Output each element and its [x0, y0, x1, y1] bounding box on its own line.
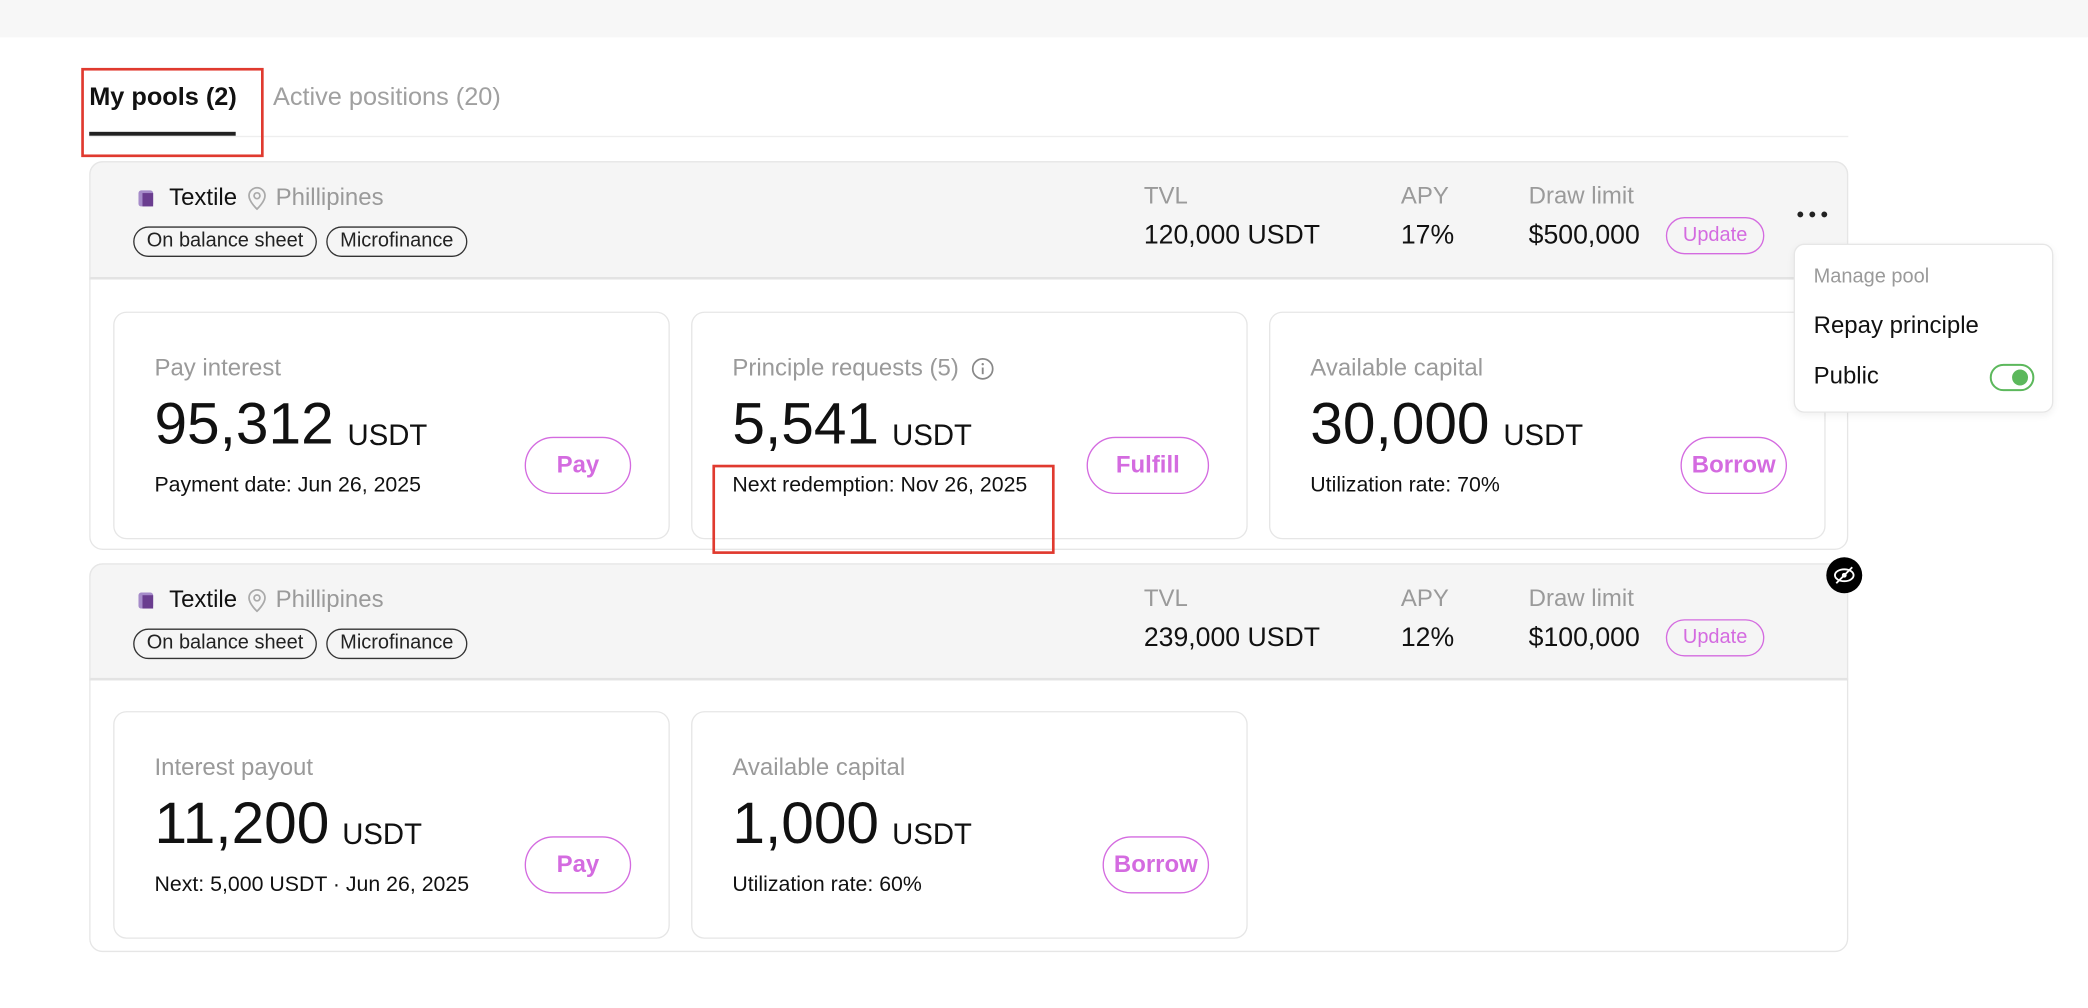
action-button[interactable]: Pay	[524, 836, 632, 894]
action-button[interactable]: Fulfill	[1086, 436, 1210, 495]
pool-header	[89, 161, 1849, 280]
metric-title: Principle requests (5)	[732, 354, 959, 382]
action-button[interactable]: Borrow	[1680, 436, 1788, 495]
highlight-box	[81, 67, 264, 158]
pool-header	[89, 563, 1849, 681]
metric-amount: 95,312	[154, 392, 334, 458]
stat-label: TVL	[1143, 182, 1188, 210]
metric-amount: 30,000	[1310, 392, 1490, 458]
pool-name[interactable]: Textile	[169, 184, 238, 211]
metric-note: Payment date: Jun 26, 2025	[154, 473, 421, 497]
action-button[interactable]: Pay	[524, 436, 632, 495]
top-bar	[0, 0, 2088, 38]
metric-title: Pay interest	[154, 354, 282, 382]
metric-unit: USDT	[1503, 417, 1584, 451]
update-button[interactable]: Update	[1665, 217, 1765, 255]
more-button[interactable]	[1795, 204, 1830, 225]
pool-location: Phillipines	[275, 184, 384, 211]
metric-amount: 1,000	[732, 791, 880, 857]
tab-underline	[89, 131, 236, 136]
highlight-box	[712, 464, 1055, 554]
public-toggle[interactable]	[1989, 363, 2035, 392]
stat-value: 239,000 USDT	[1143, 623, 1321, 653]
metric-note: Next: 5,000 USDT · Jun 26, 2025	[154, 872, 470, 896]
metric-title: Available capital	[1310, 354, 1484, 382]
pool-icon	[136, 590, 157, 611]
tab[interactable]: Active positions (20)	[272, 83, 501, 112]
metric-unit: USDT	[892, 417, 972, 451]
menu-item[interactable]: Repay principle	[1813, 311, 1979, 339]
stat-label: Draw limit	[1528, 182, 1634, 210]
metric-unit: USDT	[342, 817, 422, 851]
stat-value: $100,000	[1528, 623, 1640, 653]
tag: On balance sheet	[133, 628, 317, 660]
stat-value: 17%	[1400, 221, 1455, 251]
stat-label: APY	[1400, 182, 1449, 210]
action-button[interactable]: Borrow	[1102, 836, 1210, 894]
pool-icon	[136, 188, 157, 209]
metric-unit: USDT	[892, 817, 972, 851]
metric-card	[691, 311, 1248, 540]
stat-value: 12%	[1400, 623, 1455, 653]
metric-card	[1269, 311, 1826, 540]
stat-label: APY	[1400, 584, 1449, 612]
menu-item[interactable]: Public	[1813, 362, 1879, 390]
tag: Microfinance	[326, 628, 468, 660]
metric-note: Utilization rate: 60%	[732, 872, 922, 896]
metric-title: Available capital	[732, 754, 906, 781]
metric-title: Interest payout	[154, 754, 314, 781]
metric-note: Next redemption: Nov 26, 2025	[732, 473, 1028, 497]
update-button[interactable]: Update	[1665, 619, 1765, 657]
stat-label: TVL	[1143, 584, 1188, 612]
metric-amount: 5,541	[732, 392, 880, 458]
metric-card	[113, 711, 670, 939]
tag: On balance sheet	[133, 226, 317, 257]
pool-name[interactable]: Textile	[169, 586, 238, 613]
menu-title: Manage pool	[1813, 265, 1930, 288]
stat-label: Draw limit	[1528, 584, 1634, 612]
pin-icon	[246, 186, 267, 211]
tab[interactable]: My pools (2)	[89, 83, 237, 112]
pin-icon	[246, 589, 267, 613]
metric-amount: 11,200	[154, 791, 330, 857]
visibility-icon[interactable]	[1826, 557, 1863, 594]
pool-location: Phillipines	[275, 586, 384, 613]
info-icon	[971, 357, 995, 381]
stat-value: $500,000	[1528, 221, 1640, 251]
tag: Microfinance	[326, 226, 468, 257]
metric-card	[691, 711, 1248, 939]
metric-note: Utilization rate: 70%	[1310, 473, 1500, 497]
metric-unit: USDT	[347, 417, 428, 451]
stat-value: 120,000 USDT	[1143, 221, 1321, 251]
metric-card	[113, 311, 670, 540]
divider	[89, 135, 1849, 138]
